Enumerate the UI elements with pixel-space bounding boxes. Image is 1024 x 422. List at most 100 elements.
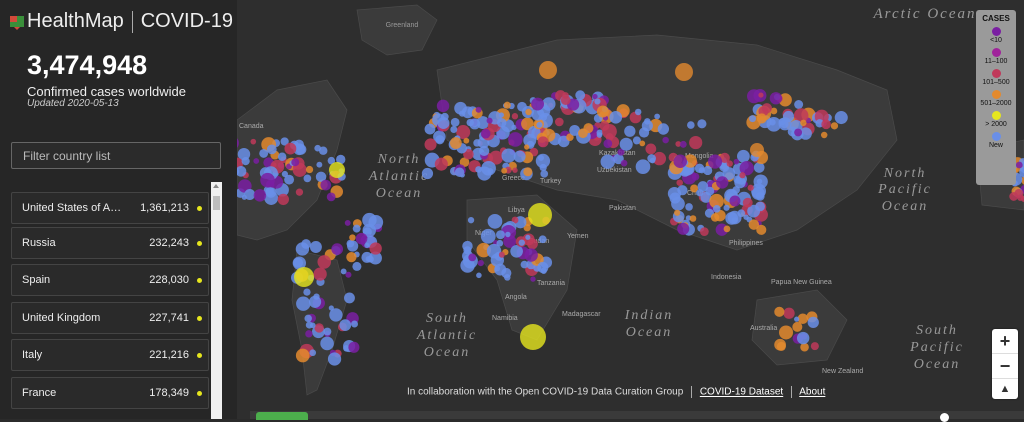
case-bubble[interactable] (296, 349, 310, 363)
case-bubble[interactable] (800, 343, 809, 352)
case-bubble[interactable] (497, 118, 506, 127)
case-bubble[interactable] (542, 97, 555, 110)
case-bubble[interactable] (779, 325, 793, 339)
case-bubble[interactable] (783, 308, 794, 319)
case-bubble[interactable] (1016, 162, 1023, 169)
case-bubble[interactable] (674, 210, 680, 216)
case-bubble[interactable] (487, 244, 501, 258)
case-bubble[interactable] (316, 162, 322, 168)
case-bubble[interactable] (597, 105, 609, 117)
case-bubble[interactable] (328, 352, 341, 365)
case-bubble[interactable] (521, 261, 529, 269)
filter-country-input[interactable] (11, 142, 221, 169)
brand[interactable]: HealthMap COVID-19 (10, 10, 233, 33)
case-bubble[interactable] (260, 173, 275, 188)
case-bubble[interactable] (601, 155, 615, 169)
case-bubble[interactable] (523, 167, 532, 176)
case-bubble[interactable] (259, 149, 268, 158)
case-bubble[interactable] (645, 144, 656, 155)
case-bubble[interactable] (724, 205, 730, 211)
case-bubble[interactable] (469, 119, 480, 130)
case-bubble[interactable] (680, 141, 687, 148)
timeline-handle[interactable] (940, 413, 949, 422)
case-bubble[interactable] (743, 215, 748, 220)
case-bubble[interactable] (1017, 194, 1023, 200)
case-bubble[interactable] (654, 114, 660, 120)
case-bubble[interactable] (244, 189, 255, 200)
case-bubble[interactable] (422, 168, 433, 179)
case-bubble[interactable] (512, 113, 518, 119)
case-bubble[interactable] (424, 138, 436, 150)
case-bubble[interactable] (662, 137, 668, 143)
scroll-up-arrow-icon[interactable] (213, 184, 219, 188)
case-bubble[interactable] (621, 160, 628, 167)
case-bubble[interactable] (501, 148, 515, 162)
case-bubble[interactable] (696, 189, 703, 196)
case-bubble[interactable] (524, 144, 529, 149)
case-bubble[interactable] (695, 164, 704, 173)
case-bubble-large[interactable] (539, 61, 557, 79)
case-bubble[interactable] (794, 128, 802, 136)
case-bubble[interactable] (341, 268, 347, 274)
case-bubble[interactable] (267, 144, 277, 154)
case-bubble[interactable] (327, 192, 336, 201)
case-bubble[interactable] (673, 154, 687, 168)
case-bubble[interactable] (284, 175, 294, 185)
case-bubble[interactable] (724, 225, 731, 232)
case-bubble[interactable] (658, 123, 669, 134)
case-bubble[interactable] (729, 196, 740, 207)
case-bubble[interactable] (278, 194, 289, 205)
case-bubble[interactable] (597, 129, 603, 135)
case-bubble[interactable] (639, 141, 645, 147)
case-bubble[interactable] (291, 158, 299, 166)
case-bubble[interactable] (821, 132, 827, 138)
case-bubble[interactable] (508, 132, 523, 147)
case-bubble[interactable] (774, 339, 786, 351)
case-bubble[interactable] (636, 159, 651, 174)
zoom-in-button[interactable]: + (992, 329, 1018, 354)
case-bubble[interactable] (301, 239, 311, 249)
about-link[interactable]: About (799, 387, 825, 398)
case-bubble[interactable] (310, 322, 316, 328)
case-bubble[interactable] (711, 213, 719, 221)
case-bubble[interactable] (478, 260, 484, 266)
case-bubble[interactable] (609, 111, 622, 124)
case-bubble[interactable] (254, 189, 267, 202)
case-bubble[interactable] (635, 109, 642, 116)
case-bubble[interactable] (647, 154, 656, 163)
case-bubble[interactable] (519, 239, 525, 245)
case-bubble[interactable] (265, 187, 274, 196)
case-bubble[interactable] (512, 168, 517, 173)
case-bubble[interactable] (620, 138, 633, 151)
case-bubble[interactable] (481, 161, 496, 176)
case-bubble[interactable] (344, 293, 355, 304)
country-list-scrollbar[interactable] (211, 182, 222, 419)
case-bubble[interactable] (501, 268, 511, 278)
case-bubble[interactable] (774, 307, 784, 317)
case-bubble[interactable] (530, 276, 535, 281)
case-bubble[interactable] (769, 119, 775, 125)
case-bubble[interactable] (624, 126, 635, 137)
case-bubble[interactable] (708, 155, 722, 169)
case-bubble[interactable] (561, 95, 571, 105)
case-bubble[interactable] (811, 342, 819, 350)
case-bubble[interactable] (540, 164, 547, 171)
case-bubble[interactable] (676, 179, 683, 186)
case-bubble[interactable] (364, 243, 369, 248)
country-row[interactable]: France 178,349 (11, 377, 209, 409)
case-bubble[interactable] (293, 258, 303, 268)
case-bubble[interactable] (525, 235, 530, 240)
case-bubble[interactable] (505, 232, 510, 237)
case-bubble[interactable] (250, 139, 256, 145)
case-bubble[interactable] (499, 112, 504, 117)
case-bubble[interactable] (320, 337, 334, 351)
case-bubble-large[interactable] (294, 267, 314, 287)
country-row[interactable]: United Kingdom 227,741 (11, 302, 209, 334)
case-bubble[interactable] (734, 177, 745, 188)
case-bubble[interactable] (305, 330, 312, 337)
case-bubble[interactable] (749, 115, 756, 122)
case-bubble[interactable] (687, 121, 695, 129)
case-bubble[interactable] (770, 92, 782, 104)
case-bubble[interactable] (351, 320, 358, 327)
case-bubble[interactable] (1009, 192, 1018, 201)
